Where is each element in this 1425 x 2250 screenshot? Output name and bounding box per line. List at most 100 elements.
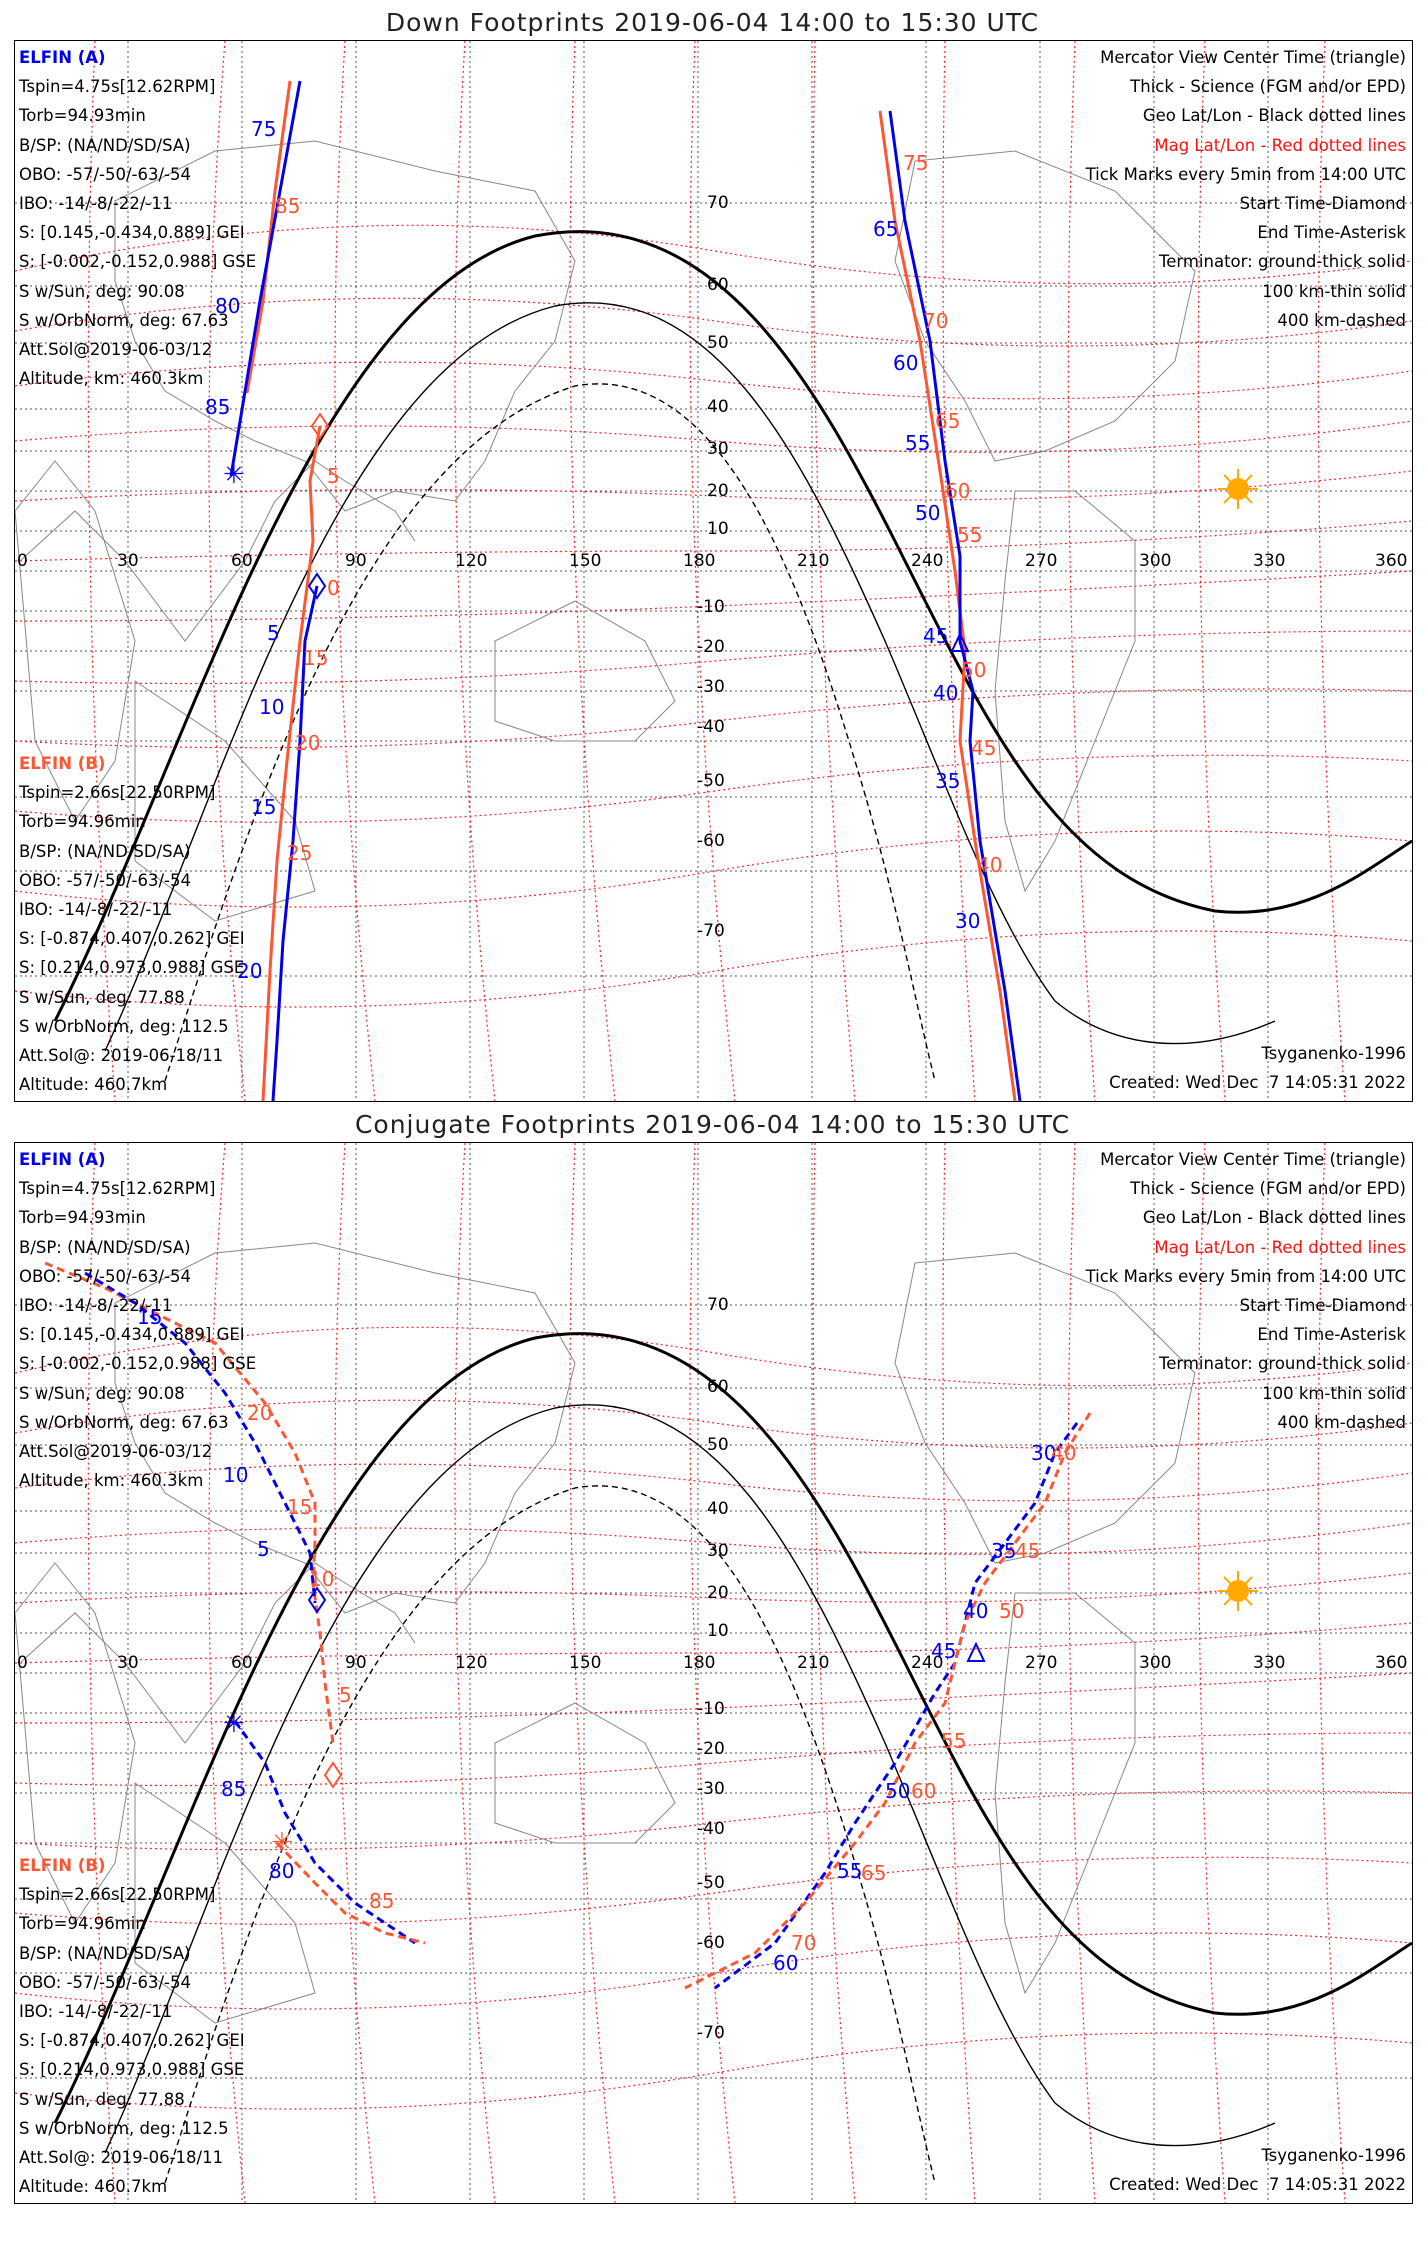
model-label: Tsyganenko-1996 <box>1261 1044 1406 1063</box>
lat-label: 20 <box>707 1583 729 1603</box>
tick-label-a: 30 <box>1031 1441 1057 1465</box>
lon-label: 300 <box>1139 1653 1172 1673</box>
lon-label: 120 <box>455 551 488 571</box>
info-line: S: [0.214,0.973,0.988] GSE <box>19 958 245 978</box>
lat-label: -20 <box>697 1739 725 1759</box>
legend-line: Mercator View Center Time (triangle) <box>1100 48 1406 67</box>
tick-label-b: 55 <box>957 523 983 547</box>
info-line: OBO: -57/-50/-63/-54 <box>19 164 191 184</box>
sat-a-info: ELFIN (A) Tspin=4.75s[12.62RPM] Torb=94.… <box>19 43 256 393</box>
tick-label-b: 5 <box>327 464 340 488</box>
info-line: Tspin=2.66s[22.50RPM] <box>19 783 216 803</box>
lon-label: 90 <box>345 551 367 571</box>
info-line: Altitude: 460.7km <box>19 1075 168 1095</box>
start-diamond-a <box>307 1586 327 1614</box>
lat-label: 50 <box>707 333 729 353</box>
lon-label: 150 <box>569 1653 602 1673</box>
lon-label: 330 <box>1253 1653 1286 1673</box>
lon-label: 30 <box>117 1653 139 1673</box>
lon-label: 210 <box>797 551 830 571</box>
lon-label: 240 <box>911 1653 944 1673</box>
legend: Mercator View Center Time (triangle) Thi… <box>1086 43 1406 335</box>
legend-line: Geo Lat/Lon - Black dotted lines <box>1142 106 1406 126</box>
tick-label-a: 35 <box>991 1539 1017 1563</box>
info-line: S w/Sun, deg: 77.88 <box>19 2089 185 2109</box>
lon-label: 120 <box>455 1653 488 1673</box>
sun-icon <box>1218 1571 1258 1611</box>
tick-label-b: 50 <box>999 1599 1025 1623</box>
info-line: S: [-0.874,0.407,0.262] GEI <box>19 2031 245 2051</box>
legend-line: End Time-Asterisk <box>1257 1325 1406 1345</box>
legend-line: 100 km-thin solid <box>1262 1383 1406 1403</box>
info-line: S w/OrbNorm, deg: 67.63 <box>19 310 229 330</box>
tick-label-a: 10 <box>259 695 285 719</box>
info-line: S: [-0.002,-0.152,0.988] GSE <box>19 1354 257 1374</box>
tick-label-b: 45 <box>971 736 997 760</box>
lat-label: 10 <box>707 519 729 539</box>
info-line: S w/OrbNorm, deg: 67.63 <box>19 1412 229 1432</box>
tick-label-b: 85 <box>275 194 301 218</box>
lon-label: 210 <box>797 1653 830 1673</box>
sat-b-track-east <box>878 110 1017 1101</box>
tick-label-b: 60 <box>911 1779 937 1803</box>
lat-label: 70 <box>707 1295 729 1315</box>
lon-label: 360 <box>1375 1653 1408 1673</box>
tick-label-a: 40 <box>963 1599 989 1623</box>
lat-label: 30 <box>707 439 729 459</box>
sat-a-name: ELFIN (A) <box>19 48 106 67</box>
lat-label: -70 <box>697 921 725 941</box>
sat-a-name: ELFIN (A) <box>19 1150 106 1169</box>
sat-b-name: ELFIN (B) <box>19 754 106 773</box>
lon-label: 60 <box>231 551 253 571</box>
info-line: S w/Sun, deg: 90.08 <box>19 1383 185 1403</box>
lat-label: -40 <box>697 717 725 737</box>
tick-label-b: 70 <box>923 309 949 333</box>
legend-line: Start Time-Diamond <box>1239 1295 1406 1315</box>
info-line: S: [0.214,0.973,0.988] GSE <box>19 2060 245 2080</box>
info-line: S: [-0.874,0.407,0.262] GEI <box>19 929 245 949</box>
tick-label-b: 40 <box>977 853 1003 877</box>
tick-label-a: 80 <box>269 1859 295 1883</box>
tick-label-a: 15 <box>137 1305 163 1329</box>
lon-label: 270 <box>1025 1653 1058 1673</box>
tick-label-a: 5 <box>267 621 280 645</box>
lon-label: 0 <box>17 1653 28 1673</box>
sat-a-track-southwest <box>233 1720 416 1945</box>
info-line: Torb=94.93min <box>19 1208 146 1228</box>
lat-label: 20 <box>707 481 729 501</box>
lon-label: 180 <box>683 551 716 571</box>
lon-label: 180 <box>683 1653 716 1673</box>
tick-label-b: 65 <box>935 409 961 433</box>
legend-line: Start Time-Diamond <box>1239 193 1406 213</box>
info-line: S w/OrbNorm, deg: 112.5 <box>19 2118 229 2138</box>
tick-label-b: 20 <box>247 1401 273 1425</box>
tick-label-b: 5 <box>339 1683 352 1707</box>
tick-label-a: 30 <box>955 909 981 933</box>
start-diamond-a <box>307 572 327 600</box>
info-line: Tspin=4.75s[12.62RPM] <box>19 77 216 97</box>
tick-label-b: 55 <box>941 1729 967 1753</box>
legend-line: Tick Marks every 5min from 14:00 UTC <box>1085 1266 1406 1286</box>
legend-line: Mag Lat/Lon - Red dotted lines <box>1154 1237 1406 1257</box>
info-line: Torb=94.96min <box>19 1914 146 1934</box>
sat-b-track-west <box>44 1261 335 1744</box>
info-line: S: [0.145,-0.434,0.889] GEI <box>19 1325 245 1345</box>
tick-label-a: 60 <box>893 351 919 375</box>
tick-label-b: 10 <box>309 1567 335 1591</box>
end-asterisk-b: ✳ <box>271 1828 293 1858</box>
mag-grid <box>15 41 1412 1101</box>
lat-label: 40 <box>707 397 729 417</box>
lat-label: -70 <box>697 2023 725 2043</box>
tick-label-a: 80 <box>215 294 241 318</box>
tick-label-a: 55 <box>837 1859 863 1883</box>
lat-label: -50 <box>697 1873 725 1893</box>
legend-line: Geo Lat/Lon - Black dotted lines <box>1142 1208 1406 1228</box>
tick-label-a: 50 <box>885 1779 911 1803</box>
tick-label-a: 60 <box>773 1951 799 1975</box>
info-line: Torb=94.93min <box>19 106 146 126</box>
lat-label: -10 <box>697 597 725 617</box>
info-line: Att.Sol@2019-06-03/12 <box>19 339 213 359</box>
panel-1-title: Down Footprints 2019-06-04 14:00 to 15:3… <box>385 8 1040 37</box>
legend-line: 100 km-thin solid <box>1262 281 1406 301</box>
terminator-100km <box>104 1404 1276 2154</box>
